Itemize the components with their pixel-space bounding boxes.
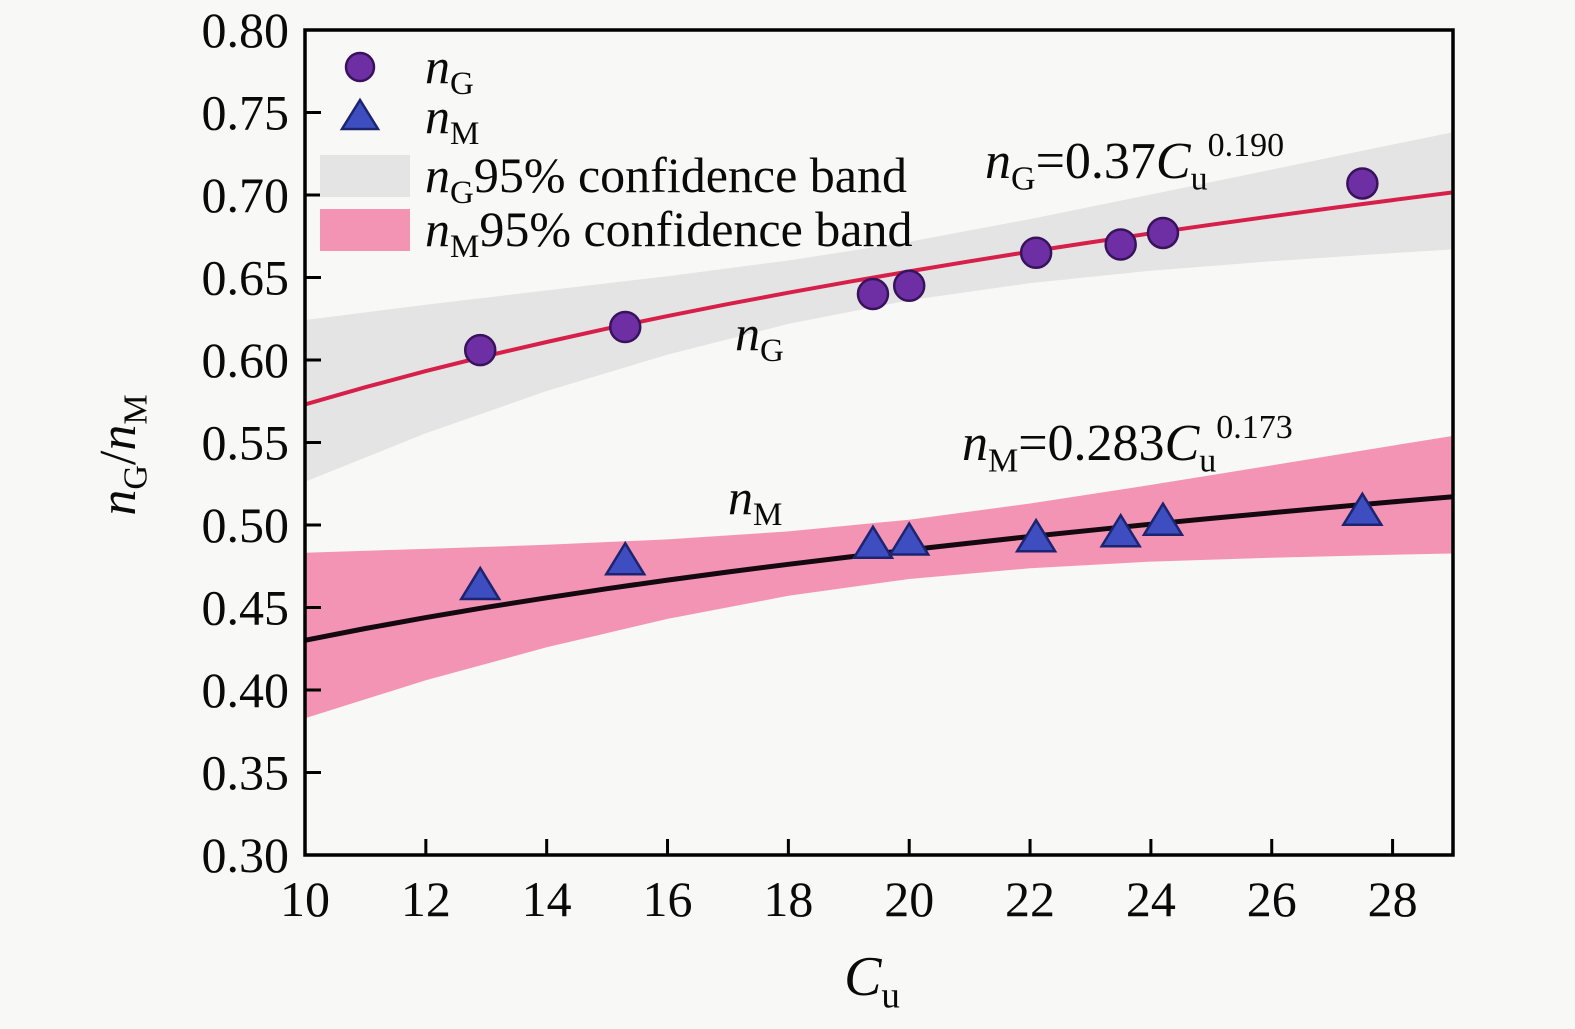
x-tick-label: 26	[1247, 871, 1297, 927]
legend-nG-band-swatch	[320, 155, 410, 197]
nG-point	[1104, 228, 1137, 261]
y-tick-label: 0.30	[202, 827, 290, 883]
y-tick-label: 0.60	[202, 332, 290, 388]
y-tick-label: 0.45	[202, 580, 290, 636]
legend-nM-label: nM	[425, 88, 479, 152]
nM-point	[458, 565, 502, 601]
y-tick-label: 0.55	[202, 415, 290, 471]
legend-nG-band-label: nG95% confidence band	[425, 147, 907, 211]
x-tick-label: 14	[522, 871, 572, 927]
legend-triangle-marker	[339, 97, 381, 131]
nG-point	[608, 310, 642, 344]
nM-point	[603, 540, 647, 576]
nG-fit-line	[305, 190, 1453, 407]
nM-point	[1341, 491, 1384, 527]
x-tick-label: 24	[1126, 871, 1176, 927]
x-tick-label: 20	[884, 871, 934, 927]
nG-point	[892, 269, 926, 302]
nM-point	[887, 521, 931, 556]
nG-curve-label: nG	[735, 305, 784, 369]
x-axis-title: Cu	[844, 946, 900, 1016]
x-tick-label: 16	[643, 871, 693, 927]
nG-equation: nG=0.37Cu0.190	[985, 127, 1284, 197]
x-tick-label: 22	[1005, 871, 1055, 927]
nM-point	[1099, 512, 1142, 548]
x-tick-label: 28	[1368, 871, 1418, 927]
x-tick-label: 12	[401, 871, 451, 927]
y-tick-label: 0.35	[202, 745, 290, 801]
y-tick-label: 0.50	[202, 497, 290, 553]
y-tick-label: 0.75	[202, 85, 290, 141]
y-axis-title: nG/nM	[90, 394, 154, 515]
legend-circle-marker	[344, 51, 376, 83]
nM-point	[1014, 517, 1058, 553]
nM-curve-label: nM	[728, 469, 782, 533]
x-tick-label: 18	[763, 871, 813, 927]
legend-nM-band-swatch	[320, 209, 410, 251]
nG-point	[1346, 167, 1379, 200]
legend-nM-band-label: nM95% confidence band	[425, 201, 913, 265]
legend-nG-label: nG	[425, 38, 474, 102]
nG-point	[463, 333, 497, 367]
nG-point	[1146, 216, 1180, 250]
y-tick-label: 0.80	[202, 2, 290, 58]
y-tick-label: 0.40	[202, 662, 290, 718]
nM-point	[851, 524, 895, 560]
nG-point	[856, 277, 890, 311]
nM-equation: nM=0.283Cu0.173	[962, 409, 1293, 479]
nG-point	[1019, 236, 1053, 269]
x-tick-label: 10	[280, 871, 330, 927]
y-tick-label: 0.65	[202, 250, 290, 306]
nM-point	[1141, 501, 1185, 536]
y-tick-label: 0.70	[202, 167, 290, 223]
